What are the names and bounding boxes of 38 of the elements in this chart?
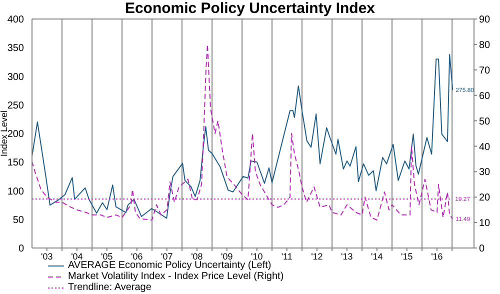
y2-tick-label: 90 xyxy=(479,14,491,26)
x-tick-label: '14 xyxy=(371,251,383,262)
legend-label: Market Volatility Index - Index Price Level (Right) xyxy=(68,271,284,282)
y-tick-label: 350 xyxy=(7,43,24,54)
y-tick-label: 400 xyxy=(7,14,24,26)
y2-tick-label: 60 xyxy=(479,90,491,102)
x-tick-label: '08 xyxy=(191,251,203,262)
y-tick-label: 200 xyxy=(7,129,24,140)
y2-tick-label: 40 xyxy=(479,142,491,153)
y2-tick-label: 70 xyxy=(479,65,491,76)
y2-tick-label: 30 xyxy=(479,167,491,178)
y-tick-label: 300 xyxy=(7,72,24,83)
x-tick-label: '09 xyxy=(221,251,233,262)
x-tick-label: '05 xyxy=(101,251,113,262)
x-tick-label: '10 xyxy=(251,251,263,262)
y2-tick-label: 50 xyxy=(479,116,491,128)
legend-label: AVERAGE Economic Policy Uncertainty (Left) xyxy=(68,260,272,271)
y-tick-label: 50 xyxy=(12,214,24,226)
x-tick-label: '04 xyxy=(71,251,83,262)
x-tick-label: '07 xyxy=(161,251,173,262)
x-tick-label: '11 xyxy=(281,251,292,262)
x-tick-label: '13 xyxy=(341,251,353,262)
y2-tick-label: 0 xyxy=(479,244,485,255)
x-tick-label: '16 xyxy=(431,251,443,262)
y-tick-label: 150 xyxy=(7,158,24,169)
chart-title: Economic Policy Uncertainty Index xyxy=(124,0,376,17)
y2-tick-label: 80 xyxy=(479,40,491,51)
y2-tick-label: 10 xyxy=(479,218,491,230)
y-tick-label: 0 xyxy=(18,244,24,255)
y-tick-label: 100 xyxy=(7,186,24,198)
x-tick-label: '12 xyxy=(311,251,323,262)
x-tick-label: '15 xyxy=(401,251,413,262)
y-axis-title: Index Level xyxy=(0,110,9,157)
y2-tick-label: 20 xyxy=(479,192,491,204)
y-tick-label: 250 xyxy=(7,100,24,112)
legend-label: Trendline: Average xyxy=(68,282,152,293)
x-tick-label: '03 xyxy=(41,251,53,262)
x-tick-label: '06 xyxy=(131,251,143,262)
